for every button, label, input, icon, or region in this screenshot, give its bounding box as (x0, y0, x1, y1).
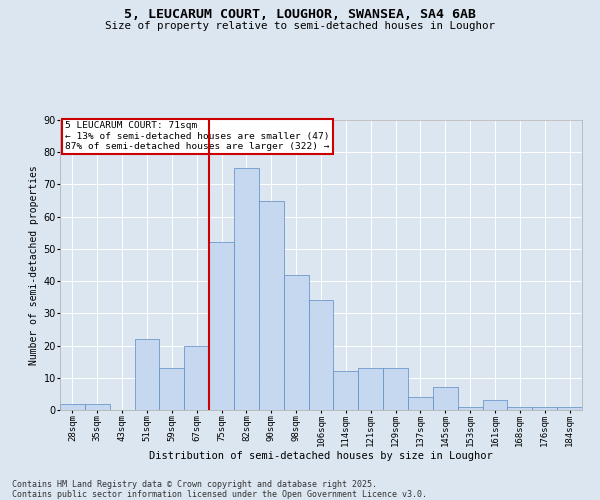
Bar (334, 372, 358, 410)
Bar (557, 407, 582, 410)
Bar (234, 168, 259, 410)
Bar (433, 388, 458, 410)
Text: Size of property relative to semi-detached houses in Loughor: Size of property relative to semi-detach… (105, 21, 495, 31)
Bar (259, 200, 284, 410)
Bar (160, 368, 184, 410)
Text: 5, LEUCARUM COURT, LOUGHOR, SWANSEA, SA4 6AB: 5, LEUCARUM COURT, LOUGHOR, SWANSEA, SA4… (124, 8, 476, 20)
Text: 5 LEUCARUM COURT: 71sqm
← 13% of semi-detached houses are smaller (47)
87% of se: 5 LEUCARUM COURT: 71sqm ← 13% of semi-de… (65, 122, 330, 151)
Bar (184, 346, 209, 410)
Y-axis label: Number of semi-detached properties: Number of semi-detached properties (29, 165, 39, 365)
Bar (134, 339, 160, 410)
Bar (482, 400, 508, 410)
X-axis label: Distribution of semi-detached houses by size in Loughor: Distribution of semi-detached houses by … (149, 450, 493, 460)
Bar (383, 368, 408, 410)
Text: Contains HM Land Registry data © Crown copyright and database right 2025.
Contai: Contains HM Land Registry data © Crown c… (12, 480, 427, 499)
Bar (408, 397, 433, 410)
Bar (284, 274, 308, 410)
Bar (209, 242, 234, 410)
Bar (85, 404, 110, 410)
Bar (508, 407, 532, 410)
Bar (358, 368, 383, 410)
Bar (532, 407, 557, 410)
Bar (308, 300, 334, 410)
Bar (60, 404, 85, 410)
Bar (458, 407, 482, 410)
